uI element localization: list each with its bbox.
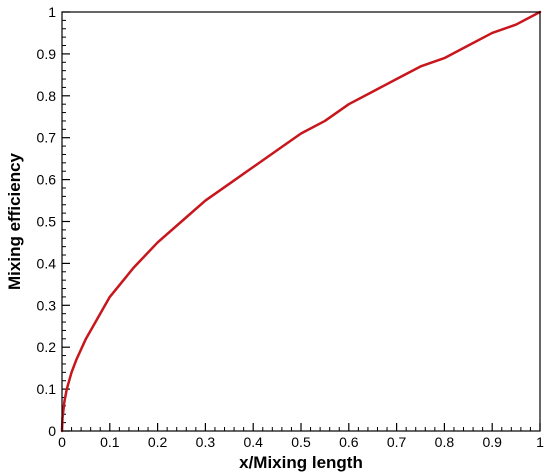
y-tick-label: 0.9 (37, 46, 57, 62)
x-tick-label: 0.7 (387, 434, 407, 450)
x-tick-label: 0 (58, 434, 66, 450)
plot-frame (61, 11, 541, 432)
x-tick-label: 0.3 (196, 434, 216, 450)
x-tick-label: 1 (536, 434, 544, 450)
y-tick-label: 0 (48, 423, 56, 439)
y-tick-label: 1 (48, 4, 56, 20)
y-tick-label: 0.3 (37, 297, 57, 313)
y-tick-label: 0.4 (37, 255, 57, 271)
x-tick-label: 0.1 (100, 434, 120, 450)
y-tick-label: 0.1 (37, 381, 57, 397)
y-tick-label: 0.2 (37, 339, 57, 355)
x-tick-label: 0.2 (148, 434, 168, 450)
y-tick-label: 0.8 (37, 88, 57, 104)
x-tick-label: 0.8 (435, 434, 455, 450)
y-axis-ticks: 0 0.1 0.2 0.3 0.4 0.5 0.6 0.7 0.8 0.9 1 (37, 4, 70, 439)
x-tick-label: 0.5 (291, 434, 311, 450)
x-tick-label: 0.4 (243, 434, 263, 450)
y-axis-label: Mixing efficiency (5, 152, 24, 290)
series-line (60, 10, 542, 433)
y-tick-label: 0.7 (37, 130, 57, 146)
x-tick-label: 0.9 (482, 434, 502, 450)
y-tick-label: 0.6 (37, 172, 57, 188)
x-tick-label: 0.6 (339, 434, 359, 450)
x-axis-ticks: 0 0.1 0.2 0.3 0.4 0.5 0.6 0.7 0.8 0.9 1 (58, 423, 544, 450)
y-tick-label: 0.5 (37, 214, 57, 230)
x-axis-label: x/Mixing length (239, 453, 363, 472)
